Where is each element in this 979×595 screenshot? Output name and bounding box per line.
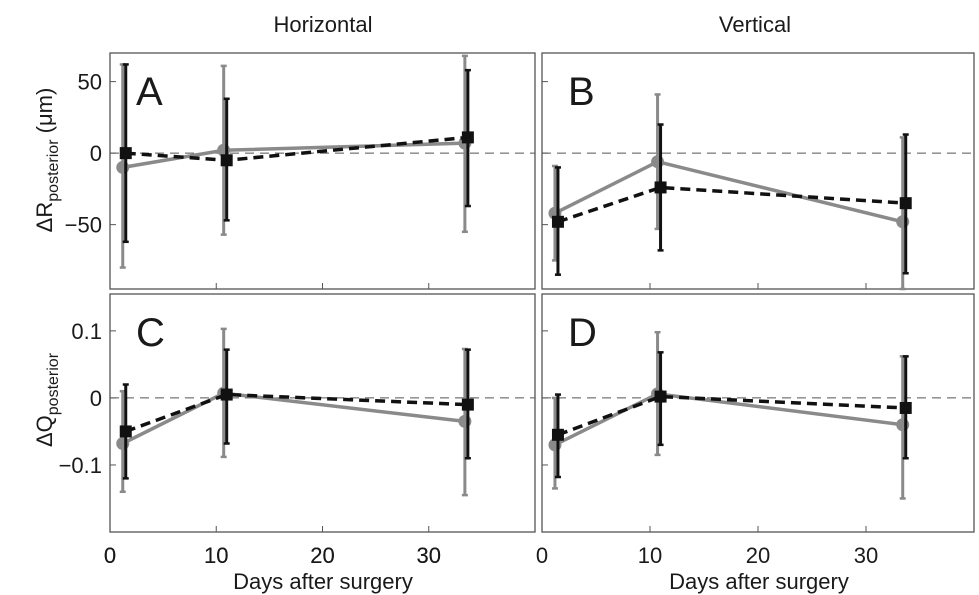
panel-frame bbox=[541, 52, 975, 290]
data-point-circle bbox=[896, 215, 910, 229]
y-tick-label: 0 bbox=[90, 386, 102, 411]
panel-letter: C bbox=[136, 311, 165, 355]
x-tick-label: 10 bbox=[204, 543, 228, 568]
column-title-horizontal: Horizontal bbox=[273, 12, 372, 37]
data-point-square bbox=[220, 388, 233, 401]
panel-letter: B bbox=[568, 70, 595, 114]
x-tick-label: 0 bbox=[104, 543, 116, 568]
panel-d: 0 10 20 30 D bbox=[536, 293, 975, 568]
x-tick-label: 20 bbox=[310, 543, 334, 568]
x-axis-label-right: Days after surgery bbox=[669, 569, 849, 594]
data-point-square bbox=[119, 147, 132, 160]
x-tick-label: 10 bbox=[638, 543, 662, 568]
data-point-square bbox=[461, 131, 474, 144]
data-point-square bbox=[551, 428, 564, 441]
x-tick-label: 0 bbox=[536, 543, 548, 568]
x-tick-label: 20 bbox=[746, 543, 770, 568]
y-tick-label: 50 bbox=[78, 70, 102, 95]
x-tick-label: 30 bbox=[417, 543, 441, 568]
panel-letter: A bbox=[136, 70, 163, 114]
y-axis-label-top: ΔRposterior (μm) bbox=[32, 88, 62, 233]
y-axis-label-bottom: ΔQposterior bbox=[32, 352, 62, 447]
data-point-square bbox=[654, 181, 667, 194]
data-point-circle bbox=[896, 418, 910, 432]
series-line-solid bbox=[554, 392, 903, 447]
y-tick-label: 0 bbox=[90, 141, 102, 166]
data-point-square bbox=[899, 401, 912, 414]
panel-c: 0.1 0 −0.1 0 10 20 30 C bbox=[59, 293, 536, 568]
panel-b: B bbox=[541, 52, 975, 291]
data-point-circle bbox=[116, 160, 130, 174]
data-point-square bbox=[119, 425, 132, 438]
data-point-circle bbox=[116, 437, 130, 451]
panel-letter: D bbox=[568, 311, 597, 355]
x-tick-label: 30 bbox=[854, 543, 878, 568]
series-line-dashed bbox=[557, 394, 906, 437]
data-point-square bbox=[654, 390, 667, 403]
x-tick-label: 30 bbox=[417, 543, 441, 568]
x-tick-label: 0 bbox=[104, 543, 116, 568]
y-tick-label: 0.1 bbox=[71, 319, 102, 344]
data-point-circle bbox=[458, 414, 472, 428]
series-line-dashed bbox=[125, 392, 468, 434]
data-point-square bbox=[220, 154, 233, 167]
x-tick-label: 10 bbox=[204, 543, 228, 568]
series-line-dashed bbox=[557, 185, 906, 224]
data-point-square bbox=[551, 215, 564, 228]
y-tick-label: −50 bbox=[65, 213, 102, 238]
data-point-square bbox=[461, 398, 474, 411]
x-tick-label: 20 bbox=[310, 543, 334, 568]
column-title-vertical: Vertical bbox=[719, 12, 791, 37]
x-axis-label-left: Days after surgery bbox=[233, 569, 413, 594]
panel-a: 50 0 −50 0 10 20 30 A bbox=[65, 52, 536, 568]
data-point-circle bbox=[651, 155, 665, 169]
panel-frame bbox=[109, 52, 536, 290]
data-point-square bbox=[899, 197, 912, 210]
y-tick-label: −0.1 bbox=[59, 453, 102, 478]
